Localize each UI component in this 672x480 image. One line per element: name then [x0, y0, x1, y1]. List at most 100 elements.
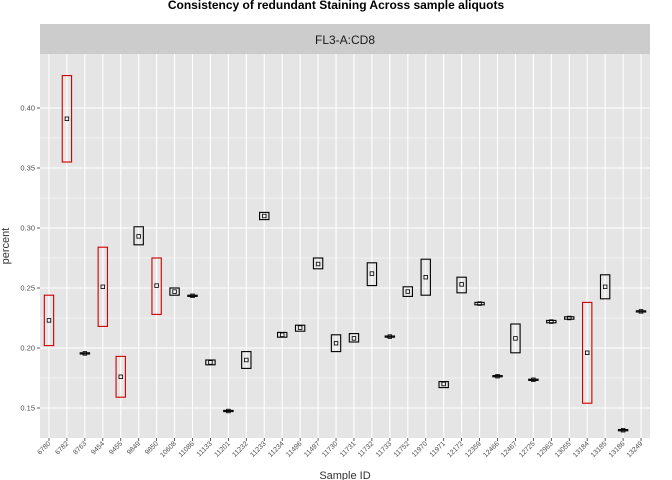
box-11086 [187, 293, 198, 298]
x-tick-label: 6780 [36, 440, 52, 456]
box-rect [581, 301, 593, 404]
x-tick-label: 11732 [357, 440, 375, 458]
x-tick-label: 10608 [159, 440, 178, 459]
plot-panel [40, 54, 650, 438]
box-10608 [169, 287, 180, 296]
box-11971 [438, 381, 449, 389]
box-center-marker [531, 377, 536, 382]
box-center-marker [387, 334, 393, 339]
box-rect [241, 351, 252, 369]
box-rect [528, 378, 539, 381]
box-12172 [456, 276, 467, 294]
box-rect [635, 310, 647, 313]
x-tick-label: 11971 [429, 440, 447, 458]
box-rect [294, 324, 306, 332]
box-11732 [366, 262, 378, 287]
box-rect [312, 257, 324, 270]
box-center-marker [315, 261, 321, 267]
box-center-marker [423, 274, 428, 280]
box-rect [348, 333, 360, 343]
box-11731 [348, 333, 360, 343]
box-center-marker [118, 374, 123, 379]
box-center-marker [172, 289, 177, 294]
box-rect [384, 335, 396, 338]
box-11730 [330, 334, 342, 353]
box-center-marker [477, 301, 482, 306]
box-center-marker [100, 284, 105, 289]
box-center-marker [405, 289, 410, 294]
x-tick-label: 11733 [375, 440, 393, 458]
box-rect [366, 262, 378, 287]
grid [40, 54, 650, 438]
box-rect [599, 274, 611, 300]
box-rect [456, 276, 467, 294]
x-tick-label: 11496 [285, 440, 303, 458]
y-tick-label: 0.15 [20, 404, 35, 413]
box-center-marker [136, 234, 141, 239]
boxes [43, 75, 647, 433]
box-13184 [581, 301, 593, 404]
x-tick-label: 11752 [393, 440, 411, 458]
box-rect [438, 381, 449, 389]
x-tick-label: 12359 [464, 440, 483, 459]
box-center-marker [513, 336, 518, 341]
x-tick-label: 6782 [54, 440, 70, 456]
box-12725 [528, 377, 539, 382]
box-9849 [133, 226, 144, 246]
box-6780 [43, 294, 55, 347]
x-tick-label: 12467 [500, 440, 519, 459]
box-rect [474, 301, 485, 306]
box-center-marker [333, 340, 339, 346]
box-13186 [617, 427, 629, 433]
y-tick-label: 0.25 [20, 284, 35, 293]
x-tick-label: 11133 [196, 440, 214, 458]
box-11497 [312, 257, 324, 270]
box-rect [61, 75, 73, 163]
y-tick-label: 0.35 [20, 164, 35, 173]
box-12467 [510, 323, 521, 354]
x-tick-label: 13186 [608, 440, 627, 459]
y-tick-label: 0.40 [20, 104, 35, 113]
box-rect [276, 331, 288, 338]
box-11752 [402, 286, 414, 297]
chart-title: Consistency of redundant Staining Across… [168, 0, 505, 12]
box-center-marker [620, 427, 626, 433]
box-center-marker [549, 319, 554, 324]
box-13055 [564, 315, 575, 321]
x-tick-label: 8763 [72, 440, 88, 456]
box-center-marker [190, 293, 195, 298]
box-rect [259, 211, 270, 221]
box-rect [617, 429, 629, 432]
box-rect [151, 257, 162, 315]
box-center-marker [82, 351, 88, 356]
box-rect [205, 359, 216, 366]
x-tick-label: 9455 [108, 440, 124, 456]
box-rect [564, 316, 575, 320]
box-9850 [151, 257, 162, 315]
facet-strip [40, 24, 650, 54]
box-center-marker [297, 325, 303, 330]
box-6782 [61, 75, 73, 163]
box-rect [492, 375, 503, 378]
x-tick-label: 11497 [303, 440, 321, 458]
x-tick-label: 11233 [249, 440, 267, 458]
box-center-marker [351, 336, 357, 341]
x-tick-label: 13055 [554, 440, 573, 459]
box-11133 [205, 359, 216, 366]
box-11733 [384, 334, 396, 339]
box-13185 [599, 274, 611, 300]
box-rect [330, 334, 342, 353]
box-8763 [79, 351, 91, 356]
facet-strip-label: FL3-A:CD8 [315, 33, 375, 47]
box-center-marker [64, 116, 70, 121]
box-center-marker [154, 283, 159, 288]
x-axis-label: Sample ID [319, 470, 370, 480]
box-center-marker [495, 373, 500, 379]
box-12359 [474, 301, 485, 306]
x-tick-label: 11730 [321, 440, 339, 458]
box-center-marker [567, 315, 572, 321]
box-center-marker [280, 332, 285, 337]
box-center-marker [46, 318, 52, 323]
box-13249 [635, 309, 647, 314]
